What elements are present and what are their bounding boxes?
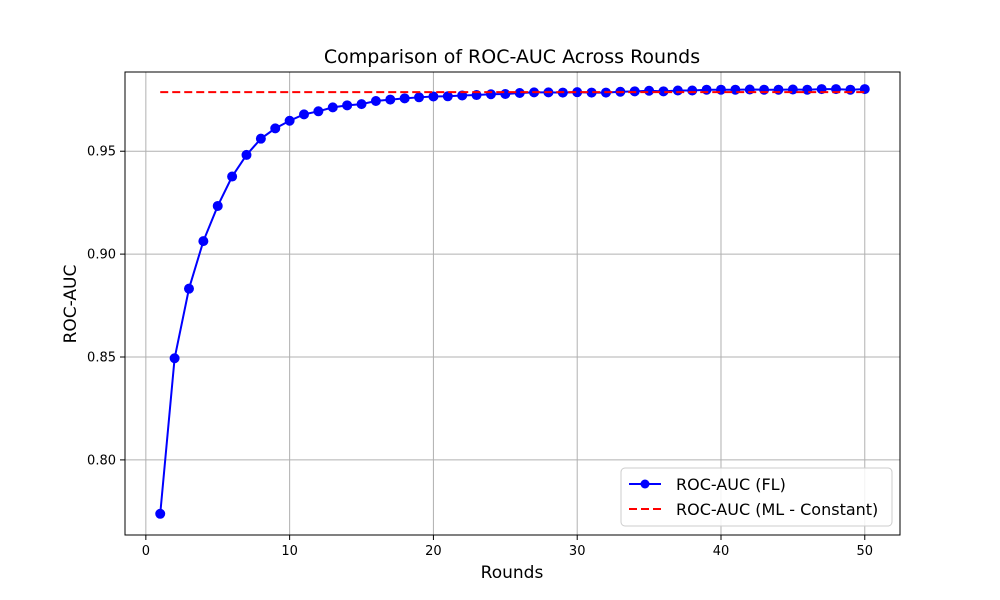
y-axis-label: ROC-AUC [61,265,81,344]
fl-data-point [270,123,281,134]
fl-data-point [299,109,310,120]
fl-data-point [500,89,511,100]
x-axis-label: Rounds [481,563,544,583]
fl-data-point [485,89,496,100]
fl-data-point [428,91,439,102]
fl-data-point [442,91,453,102]
fl-data-point [169,353,180,364]
y-tick-label: 0.85 [87,351,116,366]
x-tick-label: 0 [142,544,150,559]
fl-data-point [370,96,381,107]
fl-data-point [385,94,396,105]
fl-data-point [198,236,209,247]
fl-data-point [284,115,295,126]
fl-data-point [644,85,655,96]
series-layer [155,84,870,519]
fl-data-point [255,133,266,144]
ticks: 0 10 20 30 40 50 0.80 0.85 0.90 0.95 [87,145,873,559]
x-tick-label: 20 [425,544,442,559]
chart-title: Comparison of ROC-AUC Across Rounds [324,46,700,68]
y-tick-label: 0.95 [87,145,116,160]
legend-box [620,467,893,527]
fl-data-point [356,99,367,110]
fl-data-point [327,102,338,113]
legend-marker-fl [640,479,650,489]
legend-label: ROC-AUC (ML - Constant) [676,500,878,519]
fl-data-point [672,85,683,96]
legend-label: ROC-AUC (FL) [676,475,786,494]
fl-data-point [313,106,324,117]
x-tick-label: 30 [569,544,586,559]
fl-data-point [241,149,252,160]
fl-data-point [155,508,166,519]
fl-data-point [457,90,468,101]
fl-data-point [414,92,425,103]
y-tick-label: 0.80 [87,453,116,468]
fl-data-point [227,171,238,182]
fl-data-point [342,100,353,111]
grid [125,72,900,535]
x-tick-label: 40 [713,544,730,559]
fl-data-point [687,85,698,96]
fl-data-point [183,283,194,294]
plot-frame [124,71,901,536]
x-tick-label: 50 [856,544,873,559]
legend: ROC-AUC (FL) ROC-AUC (ML - Constant) [620,467,893,527]
fl-data-point [399,93,410,104]
fl-series-line [159,88,865,514]
fl-data-point [212,200,223,211]
y-tick-label: 0.90 [87,248,116,263]
x-tick-label: 10 [281,544,298,559]
